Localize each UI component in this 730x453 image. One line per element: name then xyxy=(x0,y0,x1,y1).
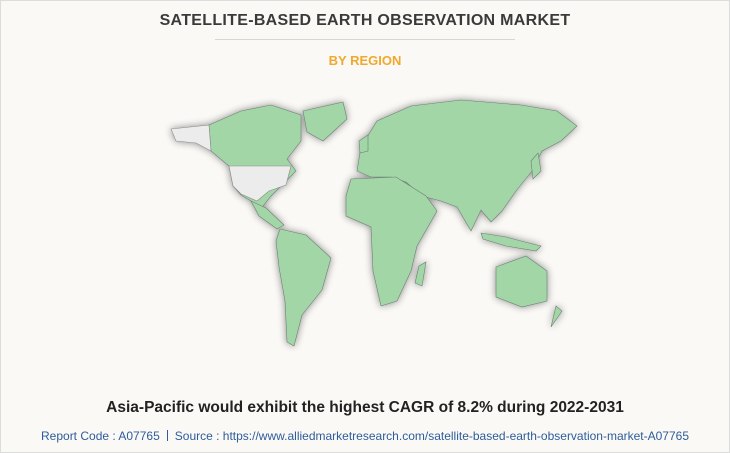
united-states xyxy=(228,165,292,202)
australia xyxy=(495,255,548,308)
uk xyxy=(358,134,369,154)
report-code: Report Code : A07765 xyxy=(41,429,160,443)
japan xyxy=(530,152,542,180)
title: SATELLITE-BASED EARTH OBSERVATION MARKET xyxy=(159,12,571,29)
indonesia xyxy=(480,232,542,252)
new-zealand xyxy=(550,305,563,328)
central-america xyxy=(250,200,285,230)
continents xyxy=(170,99,578,347)
divider xyxy=(215,39,515,40)
footer: Report Code : A07765 Source : https://www… xyxy=(1,429,729,443)
madagascar xyxy=(414,261,427,287)
caption: Asia-Pacific would exhibit the highest C… xyxy=(106,399,624,416)
alaska xyxy=(170,124,212,152)
subtitle: BY REGION xyxy=(328,53,402,68)
greenland xyxy=(302,101,348,142)
africa xyxy=(345,176,438,307)
south-america xyxy=(275,228,332,347)
source: Source : https://www.alliedmarketresearc… xyxy=(174,429,689,443)
separator xyxy=(166,430,168,441)
